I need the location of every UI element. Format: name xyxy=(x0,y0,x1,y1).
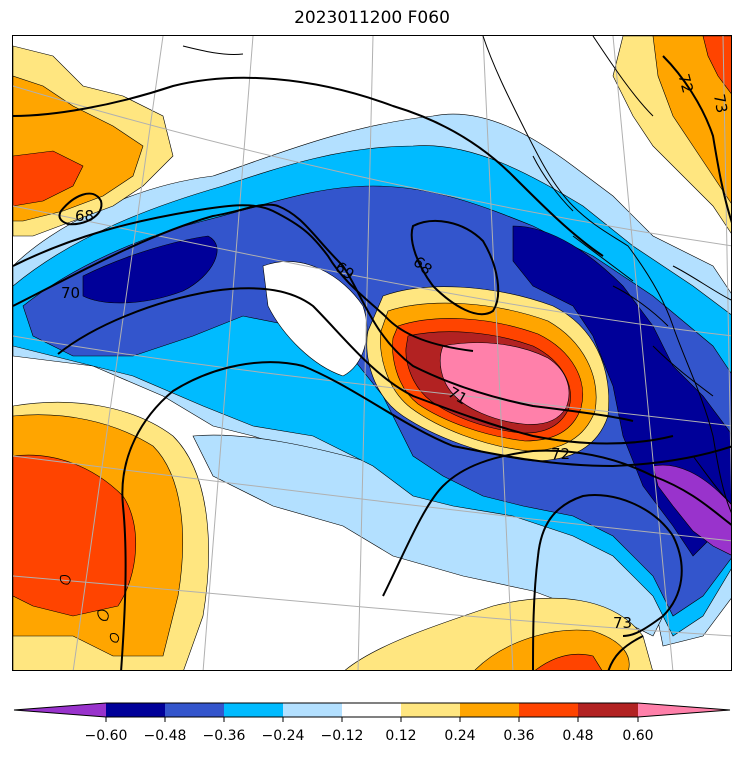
contour-label-73-south: 73 xyxy=(613,614,632,632)
colorbar-ticks xyxy=(105,717,639,722)
colorbar-tick-label: 0.24 xyxy=(444,728,475,744)
colorbar-bin-8 xyxy=(519,703,578,717)
contour-label-68-west: 68 xyxy=(75,207,94,225)
colorbar-tick-label: −0.24 xyxy=(262,728,305,744)
contour-label-70: 70 xyxy=(61,284,80,302)
colorbar-tick-label: −0.12 xyxy=(321,728,364,744)
colorbar-bin-7 xyxy=(460,703,519,717)
contour-label-72-ne: 72 xyxy=(674,72,696,95)
colorbar-tick-label: −0.36 xyxy=(203,728,246,744)
colorbar: −0.60 −0.48 −0.36 −0.24 −0.12 0.12 0.24 … xyxy=(0,700,744,760)
positive-anomaly-nw-core xyxy=(13,150,84,207)
colorbar-bin-1 xyxy=(106,703,165,717)
contour-68-center xyxy=(410,220,500,316)
contour-72-ne xyxy=(13,76,604,257)
colorbar-tick-label: 0.36 xyxy=(503,728,534,744)
graticule-lines xyxy=(13,36,731,670)
contour-69 xyxy=(13,204,474,352)
positive-anomaly-south-core xyxy=(535,653,603,670)
colorbar-tick-label: −0.48 xyxy=(144,728,187,744)
contour-73-ne xyxy=(662,55,731,224)
contour-70 xyxy=(13,203,634,422)
negative-anomaly-extreme xyxy=(652,464,731,556)
colorbar-bin-4 xyxy=(283,703,342,717)
negative-anomaly-core-nw xyxy=(82,235,218,304)
colorbar-bin-6 xyxy=(401,703,460,717)
colorbar-tick-labels: −0.60 −0.48 −0.36 −0.24 −0.12 0.12 0.24 … xyxy=(85,728,654,744)
map-panel: 68 70 69 68 71 72 72 73 73 xyxy=(12,35,732,671)
contour-68-west xyxy=(58,192,103,226)
contour-71 xyxy=(57,287,674,445)
contour-72-center xyxy=(120,361,731,670)
colorbar-bin-9 xyxy=(578,703,638,717)
positive-anomaly-west-core xyxy=(13,454,137,617)
colorbar-bin-2 xyxy=(165,703,224,717)
positive-anomaly-ne-orange xyxy=(652,36,731,204)
colorbar-svg: −0.60 −0.48 −0.36 −0.24 −0.12 0.12 0.24 … xyxy=(13,702,731,744)
contour-73-south xyxy=(532,494,683,670)
map-title: 2023011200 F060 xyxy=(294,8,450,28)
coastline xyxy=(59,36,731,643)
colorbar-extend-high xyxy=(638,703,730,717)
colorbar-tick-label: 0.48 xyxy=(562,728,593,744)
colorbar-extend-low xyxy=(14,703,106,717)
colorbar-bin-3 xyxy=(224,703,283,717)
contour-label-72-center: 72 xyxy=(551,445,570,463)
contour-72-south xyxy=(382,449,731,597)
height-contours xyxy=(13,55,731,670)
colorbar-tick-label: 0.12 xyxy=(385,728,416,744)
contour-73-se xyxy=(607,635,644,670)
map-canvas: 68 70 69 68 71 72 72 73 73 xyxy=(13,36,731,670)
colorbar-tick-label: −0.60 xyxy=(85,728,128,744)
contour-label-73-ne: 73 xyxy=(710,93,731,115)
colorbar-bin-5 xyxy=(342,703,401,717)
colorbar-tick-label: 0.60 xyxy=(622,728,653,744)
